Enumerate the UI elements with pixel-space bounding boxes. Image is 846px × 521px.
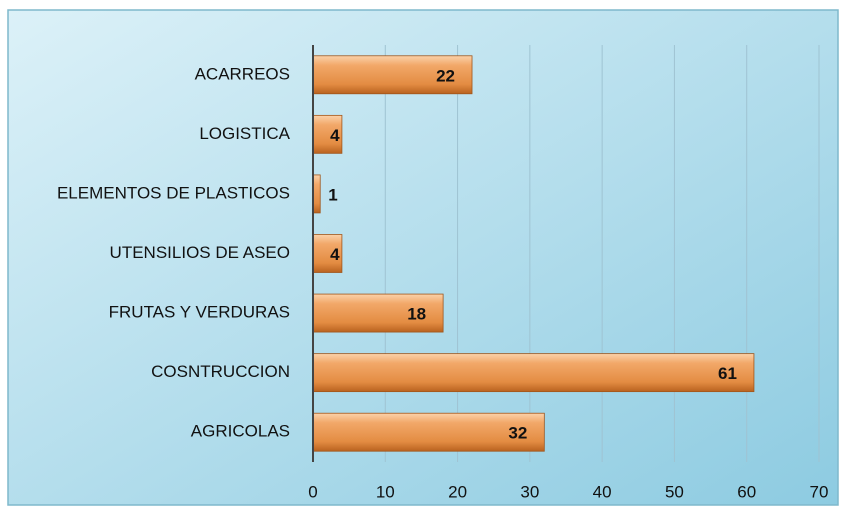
value-label: 4 — [330, 126, 340, 145]
value-label: 1 — [328, 185, 337, 204]
value-label: 61 — [718, 364, 737, 383]
bar — [312, 234, 343, 273]
y-tick-label: FRUTAS Y VERDURAS — [109, 303, 290, 322]
y-tick-label: COSNTRUCCION — [151, 362, 290, 381]
value-label: 4 — [330, 245, 340, 264]
x-tick-label: 40 — [593, 482, 612, 501]
bar — [312, 293, 444, 333]
y-tick-label: LOGISTICA — [199, 124, 290, 143]
y-tick-label: ELEMENTOS DE PLASTICOS — [57, 183, 290, 202]
y-tick-label: UTENSILIOS DE ASEO — [110, 243, 290, 262]
x-tick-label: 0 — [308, 482, 317, 501]
bar — [312, 55, 473, 95]
x-tick-label: 20 — [448, 482, 467, 501]
x-tick-label: 50 — [665, 482, 684, 501]
y-tick-label: ACARREOS — [195, 64, 290, 83]
bar — [312, 174, 321, 214]
y-tick-label: AGRICOLAS — [191, 422, 290, 441]
bar — [312, 114, 343, 154]
value-label: 22 — [436, 66, 455, 85]
bar — [312, 412, 545, 452]
x-tick-label: 70 — [810, 482, 829, 501]
x-tick-label: 60 — [737, 482, 756, 501]
value-label: 18 — [407, 305, 426, 324]
bar — [312, 353, 755, 393]
x-tick-label: 30 — [520, 482, 539, 501]
x-tick-label: 10 — [376, 482, 395, 501]
value-label: 32 — [508, 424, 527, 443]
